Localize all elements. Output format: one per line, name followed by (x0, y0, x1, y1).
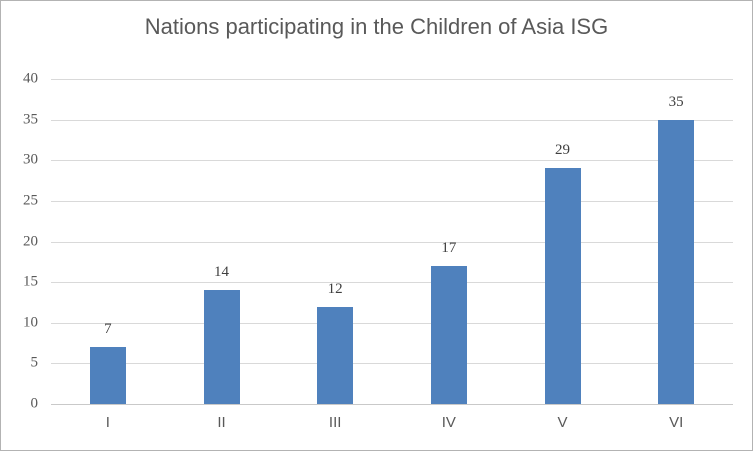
bar (89, 347, 126, 404)
bar (317, 306, 354, 404)
y-tick-label: 10 (23, 314, 38, 331)
y-tick-label: 25 (23, 192, 38, 209)
y-tick-label: 15 (23, 273, 38, 290)
chart-title: Nations participating in the Children of… (144, 14, 609, 39)
x-category-label: II (217, 414, 226, 431)
gridline (51, 282, 733, 284)
y-tick-label: 0 (30, 395, 39, 412)
x-category-label: V (557, 414, 568, 431)
gridline (51, 160, 733, 162)
x-category-label: IV (441, 414, 456, 431)
y-tick-label: 40 (23, 70, 38, 87)
x-category-label: I (105, 414, 110, 431)
bar (658, 119, 695, 404)
bar (203, 290, 240, 404)
bar-value-label: 7 (104, 321, 112, 338)
x-category-label: VI (669, 414, 684, 431)
plot-area: 0 5 10 15 20 25 30 35 40 7 I 14 II 12 III 17 IV 29 V 35 VI (23, 71, 733, 430)
gridline (51, 119, 733, 121)
bar-value-label: 17 (441, 239, 457, 256)
bar (544, 168, 581, 404)
y-tick-label: 20 (23, 233, 38, 249)
gridline (51, 79, 733, 80)
x-axis-line (51, 404, 733, 405)
bar-value-label: 35 (668, 93, 684, 110)
x-category-label: III (328, 414, 342, 431)
gridline (51, 200, 733, 202)
y-tick-label: 35 (23, 111, 38, 128)
y-tick-label: 5 (30, 354, 39, 371)
bar (430, 265, 467, 404)
gridline (51, 322, 733, 324)
y-tick-label: 30 (23, 151, 38, 168)
bar-value-label: 29 (555, 142, 570, 159)
bar-value-label: 14 (214, 264, 229, 281)
gridline (51, 241, 733, 243)
gridline (51, 363, 733, 365)
bar-value-label: 12 (327, 280, 343, 297)
